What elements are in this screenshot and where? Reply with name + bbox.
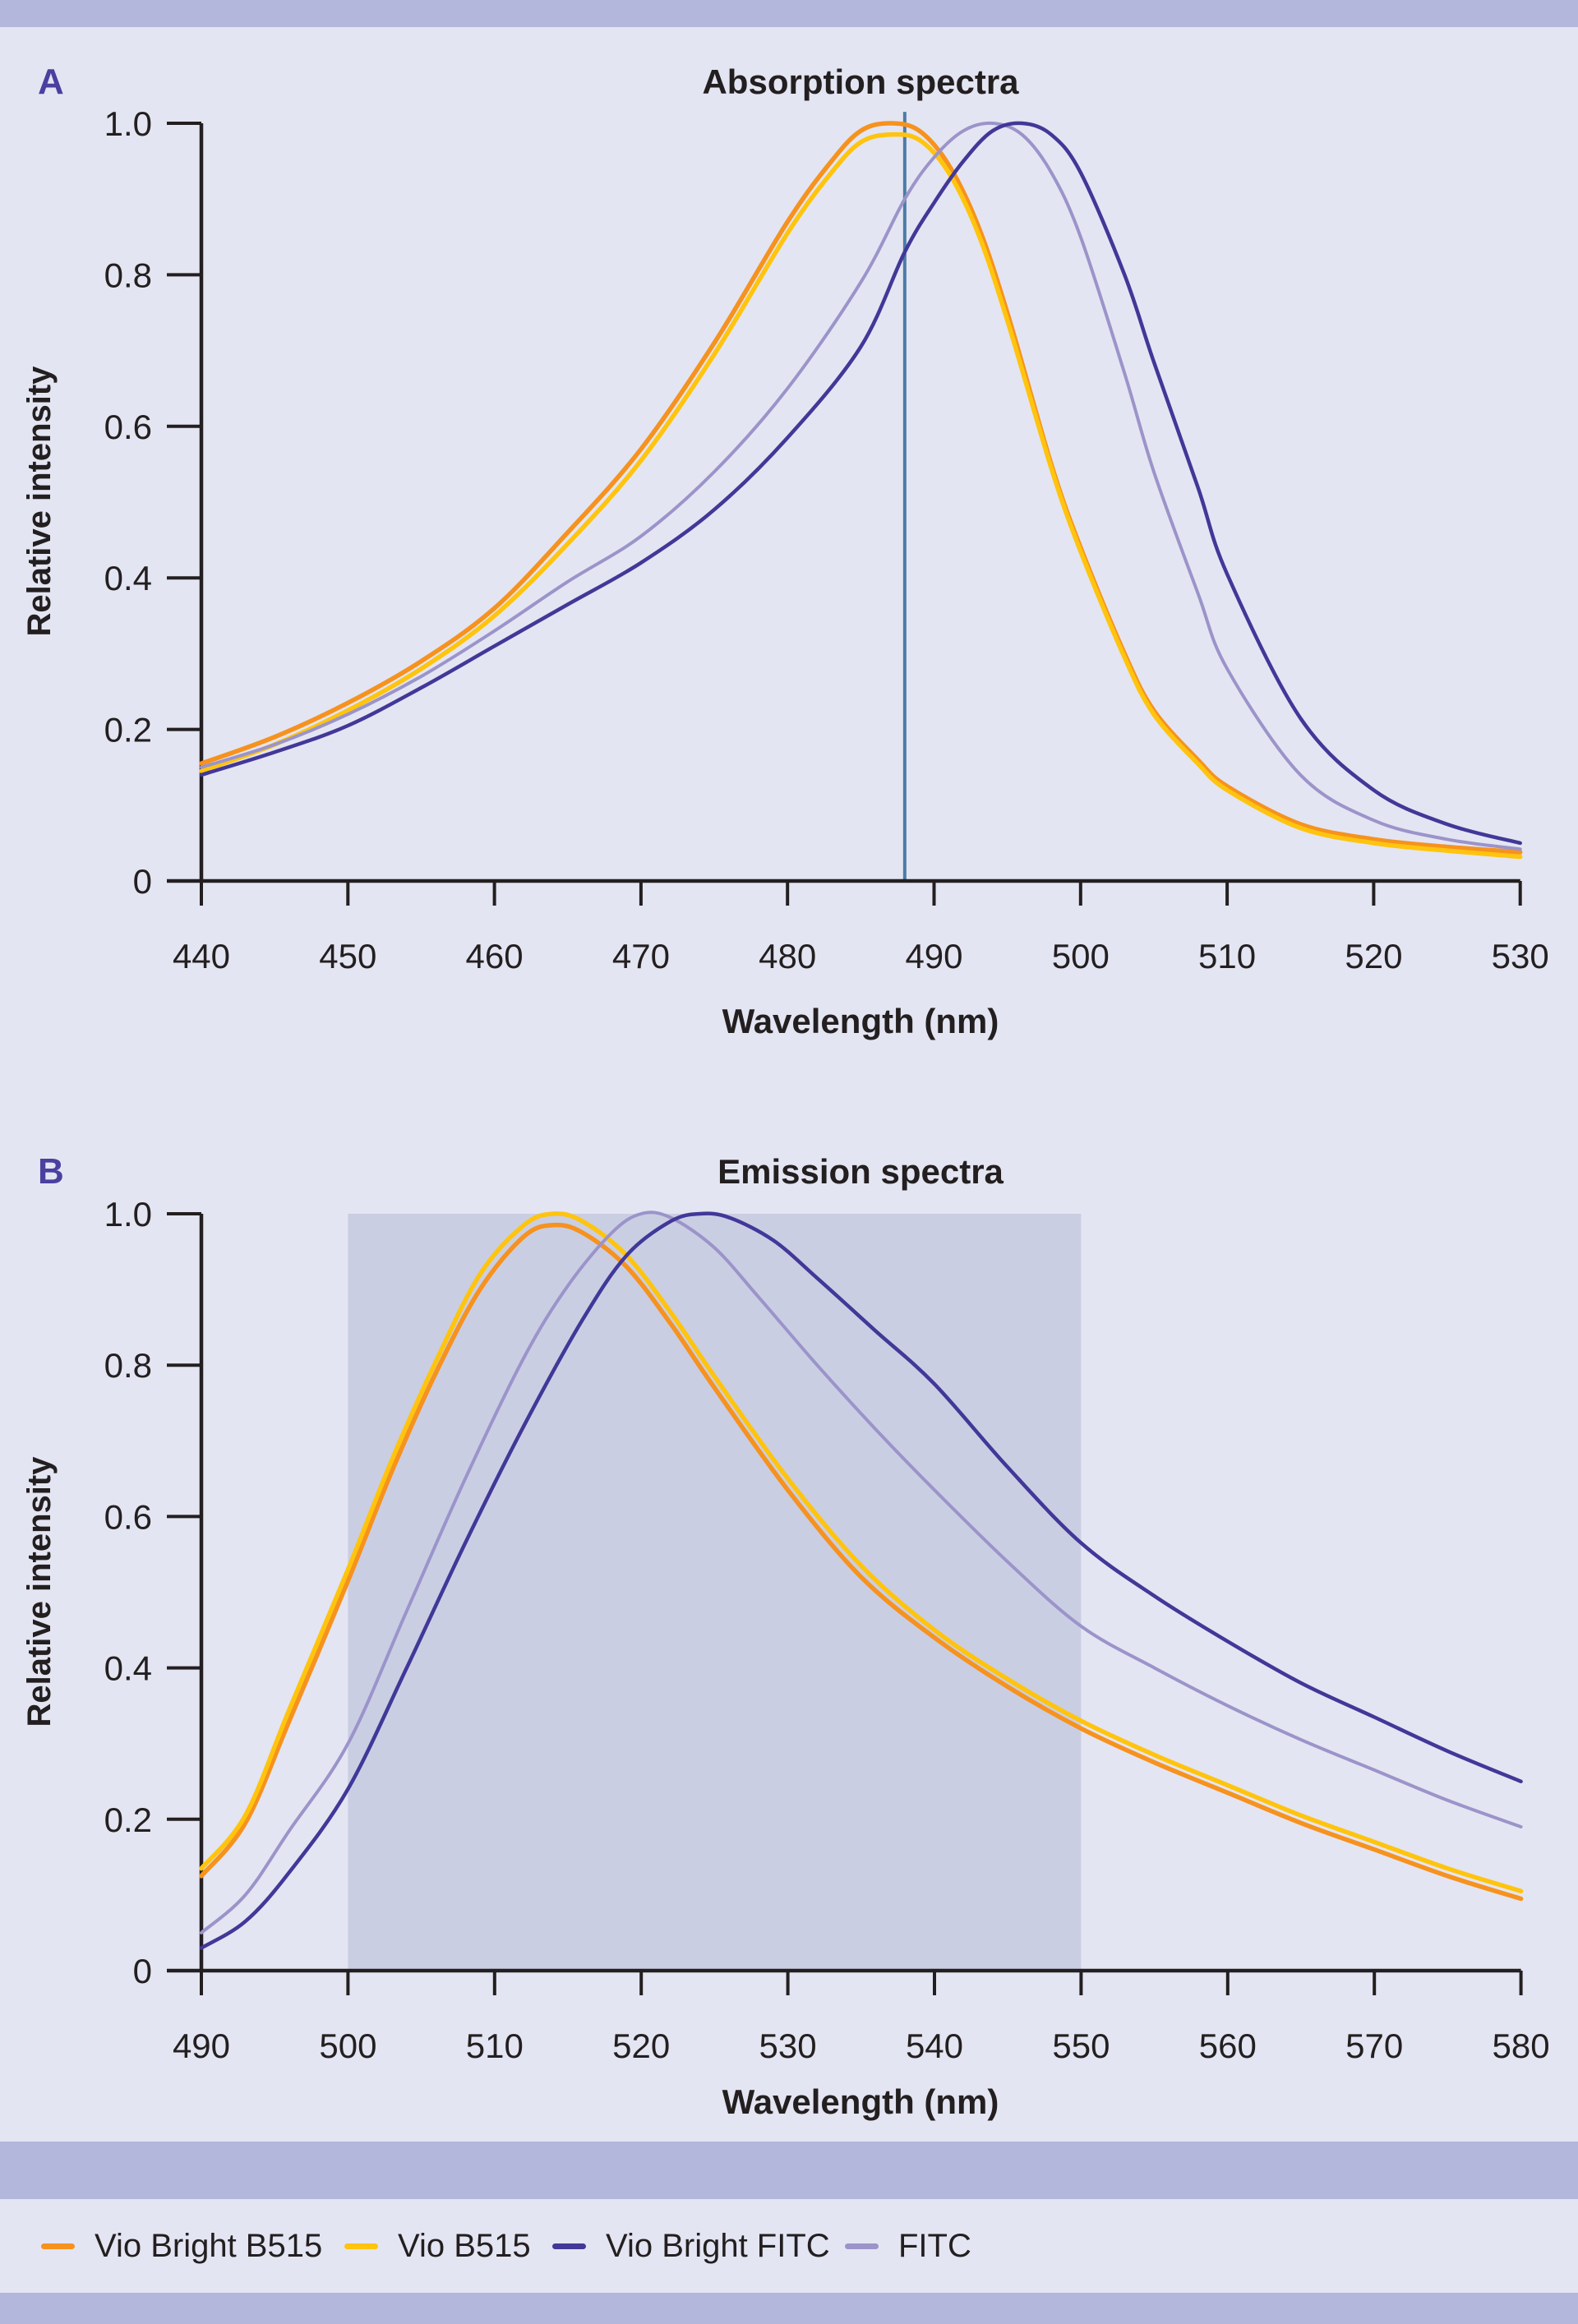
y-tick-label: 0.8 (104, 256, 152, 294)
x-tick-label: 510 (466, 2027, 524, 2065)
series-line-vio-b515 (199, 131, 1523, 860)
legend-item-vio-bright-fitc: Vio Bright FITC (552, 2199, 830, 2293)
panel-label-b: B (38, 1151, 64, 1192)
top-band (0, 0, 1578, 27)
series-line-vio-bright-fitc (199, 121, 1522, 846)
legend-item-fitc: FITC (845, 2199, 971, 2293)
x-tick-label: 480 (759, 937, 816, 975)
x-tick-label: 440 (173, 937, 230, 975)
legend-label: Vio Bright B515 (95, 2228, 323, 2264)
bottom-band (0, 2293, 1578, 2324)
absorption-x-axis-title: Wavelength (nm) (722, 1002, 999, 1040)
x-tick-label: 570 (1345, 2027, 1403, 2065)
panel-label-a: A (38, 62, 64, 102)
x-tick-label: 520 (1345, 937, 1402, 975)
x-tick-label: 470 (612, 937, 670, 975)
y-tick-label: 0.8 (104, 1346, 152, 1385)
series-line-fitc (200, 121, 1522, 851)
middle-band (0, 2142, 1578, 2199)
x-tick-label: 500 (1052, 937, 1110, 975)
legend-swatch-fitc (845, 2243, 879, 2249)
x-tick-label: 530 (759, 2027, 817, 2065)
y-tick-label: 0.2 (104, 711, 152, 749)
x-tick-label: 490 (905, 937, 962, 975)
y-tick-label: 0.6 (104, 408, 152, 446)
x-tick-label: 580 (1493, 2027, 1550, 2065)
legend-item-vio-bright-b515: Vio Bright B515 (41, 2199, 322, 2293)
detector-filter-band (348, 1214, 1082, 1971)
legend-label: Vio Bright FITC (606, 2228, 830, 2264)
absorption-y-axis-title: Relative intensity (21, 366, 58, 637)
emission-title: Emission spectra (717, 1152, 1004, 1191)
legend-label: FITC (898, 2228, 971, 2264)
legend-label: Vio B515 (398, 2228, 531, 2264)
x-tick-label: 450 (319, 937, 376, 975)
legend-swatch-vio-bright-b515 (41, 2243, 75, 2249)
series-line-vio-bright-b515 (199, 1222, 1524, 1902)
series-line-vio-bright-b515 (199, 121, 1523, 855)
series-line-vio-bright-fitc (199, 1211, 1523, 1950)
y-tick-label: 1.0 (104, 1195, 152, 1233)
legend-swatch-vio-bright-fitc (552, 2243, 586, 2249)
legend-item-vio-b515: Vio B515 (344, 2199, 531, 2293)
y-tick-label: 0.6 (104, 1497, 152, 1536)
series-line-fitc (200, 1210, 1523, 1934)
y-tick-label: 0 (133, 862, 152, 901)
x-tick-label: 560 (1199, 2027, 1257, 2065)
x-tick-label: 540 (906, 2027, 963, 2065)
x-tick-label: 500 (319, 2027, 376, 2065)
x-tick-label: 460 (466, 937, 524, 975)
y-tick-label: 0.4 (104, 1649, 152, 1688)
y-tick-label: 1.0 (104, 104, 152, 143)
y-tick-label: 0.2 (104, 1801, 152, 1839)
legend: Vio Bright B515 Vio B515 Vio Bright FITC FI… (0, 2199, 1578, 2293)
legend-swatch-vio-b515 (344, 2243, 378, 2249)
emission-y-axis-title: Relative intensity (21, 1456, 58, 1727)
y-tick-label: 0 (133, 1952, 152, 1990)
x-tick-label: 530 (1492, 937, 1549, 975)
absorption-title: Absorption spectra (702, 62, 1019, 101)
emission-x-axis-title: Wavelength (nm) (722, 2082, 999, 2121)
x-tick-label: 550 (1052, 2027, 1110, 2065)
series-line-vio-b515 (199, 1211, 1524, 1894)
x-tick-label: 490 (173, 2027, 230, 2065)
x-tick-label: 520 (612, 2027, 670, 2065)
absorption-chart: 0 0.2 0.4 0.6 0.8 1.0 440 450 460 470 480 490 500 510… (104, 104, 1549, 975)
emission-chart: 0 0.2 0.4 0.6 0.8 1.0 490 500 510 520 530 540 550 560… (104, 1195, 1550, 2065)
y-tick-label: 0.4 (104, 559, 152, 597)
x-tick-label: 510 (1198, 937, 1256, 975)
